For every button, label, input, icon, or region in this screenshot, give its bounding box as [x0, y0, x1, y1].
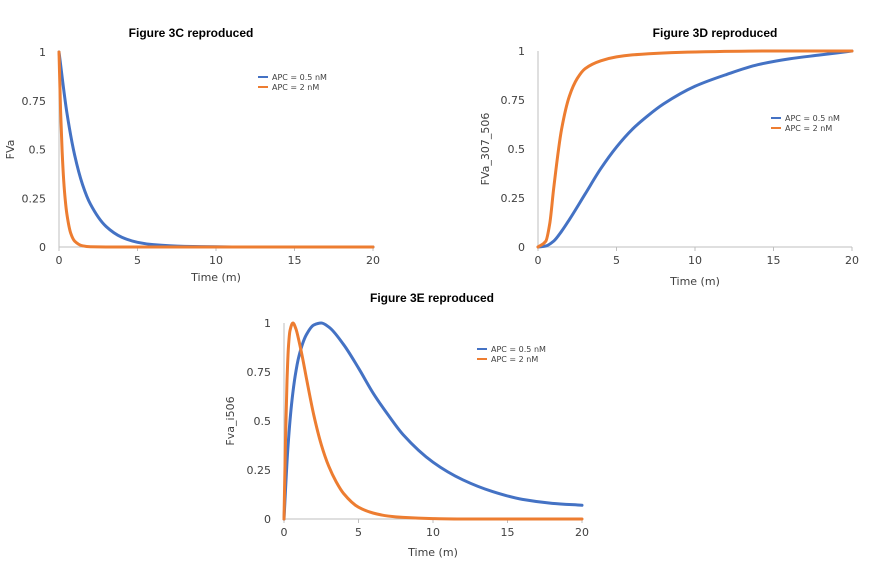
chart-title: Figure 3D reproduced	[653, 26, 778, 40]
x-tick-label: 15	[767, 254, 781, 267]
x-tick-label: 15	[501, 526, 515, 539]
y-tick-label: 0.5	[29, 144, 47, 157]
y-axis-label: FVa	[4, 140, 17, 160]
legend-label: APC = 0.5 nM	[491, 345, 546, 354]
series-line-apc-2nm	[282, 321, 584, 521]
y-axis-label: FVa_307_506	[479, 113, 492, 186]
y-tick-label: 1	[39, 46, 46, 59]
y-tick-label: 0.5	[508, 143, 526, 156]
x-tick-label: 0	[56, 254, 63, 267]
x-tick-label: 5	[134, 254, 141, 267]
x-tick-label: 0	[281, 526, 288, 539]
x-axis-label: Time (m)	[407, 546, 458, 559]
legend-label: APC = 0.5 nM	[785, 114, 840, 123]
y-tick-label: 0	[264, 513, 271, 526]
x-axis-label: Time (m)	[190, 271, 241, 284]
legend-label: APC = 2 nM	[491, 355, 538, 364]
x-axis-label: Time (m)	[669, 275, 720, 288]
chart-figure-3d: Figure 3D reproduced 0 5 10 15 20 0 0.25 0.5 0.75…	[479, 26, 859, 288]
y-tick-label: 0	[39, 241, 46, 254]
y-tick-label: 0.75	[247, 366, 272, 379]
y-tick-label: 0.75	[22, 95, 47, 108]
x-tick-label: 10	[426, 526, 440, 539]
x-tick-label: 0	[535, 254, 542, 267]
y-tick-label: 0.25	[22, 192, 47, 205]
y-tick-label: 0.5	[254, 415, 272, 428]
x-tick-label: 5	[613, 254, 620, 267]
series-line-apc-2nm	[536, 49, 854, 249]
y-tick-label: 0.25	[501, 192, 526, 205]
series-line-apc-0-5nm	[536, 49, 854, 249]
y-tick-label: 0.75	[501, 94, 526, 107]
y-tick-label: 0	[518, 241, 525, 254]
x-tick-label: 15	[288, 254, 302, 267]
x-tick-label: 10	[688, 254, 702, 267]
x-tick-label: 10	[209, 254, 223, 267]
legend-label: APC = 2 nM	[272, 83, 319, 92]
chart-title: Figure 3E reproduced	[370, 291, 494, 305]
x-tick-label: 5	[355, 526, 362, 539]
chart-title: Figure 3C reproduced	[129, 26, 254, 40]
series-line-apc-0-5nm	[282, 321, 584, 521]
y-axis-label: Fva_i506	[224, 396, 237, 445]
y-tick-label: 0.25	[247, 464, 272, 477]
x-tick-label: 20	[366, 254, 380, 267]
series-line-apc-2nm	[57, 50, 375, 249]
x-tick-label: 20	[845, 254, 859, 267]
y-tick-label: 1	[518, 45, 525, 58]
y-tick-label: 1	[264, 317, 271, 330]
chart-figure-3e: Figure 3E reproduced 0 5 10 15 20 0 0.25 0.5 0.75…	[224, 291, 589, 559]
chart-figure-3c: Figure 3C reproduced 0 5 10 15 20 0 0.25 0.5 0.75…	[4, 26, 380, 284]
legend-label: APC = 2 nM	[785, 124, 832, 133]
x-tick-label: 20	[575, 526, 589, 539]
legend-label: APC = 0.5 nM	[272, 73, 327, 82]
